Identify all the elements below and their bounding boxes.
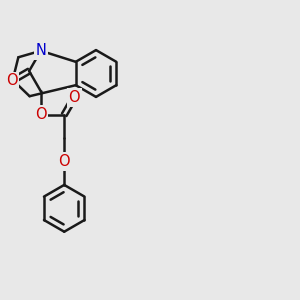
Text: N: N (35, 43, 46, 58)
Text: O: O (58, 154, 70, 169)
Text: O: O (68, 90, 80, 105)
Text: O: O (35, 107, 46, 122)
Text: O: O (6, 74, 18, 88)
